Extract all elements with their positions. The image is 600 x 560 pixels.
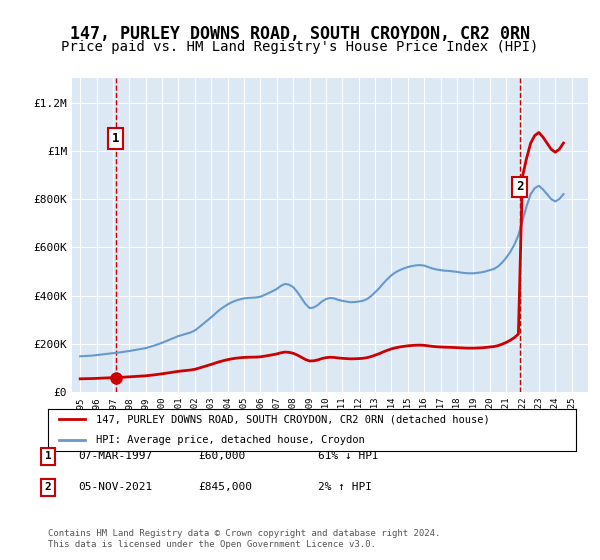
Text: HPI: Average price, detached house, Croydon: HPI: Average price, detached house, Croy… xyxy=(95,435,364,445)
Text: Contains HM Land Registry data © Crown copyright and database right 2024.
This d: Contains HM Land Registry data © Crown c… xyxy=(48,529,440,549)
Text: 1: 1 xyxy=(44,451,52,461)
Text: 07-MAR-1997: 07-MAR-1997 xyxy=(78,451,152,461)
Text: 2: 2 xyxy=(44,482,52,492)
Text: 147, PURLEY DOWNS ROAD, SOUTH CROYDON, CR2 0RN: 147, PURLEY DOWNS ROAD, SOUTH CROYDON, C… xyxy=(70,25,530,43)
Text: £845,000: £845,000 xyxy=(198,482,252,492)
Text: 2: 2 xyxy=(516,180,524,193)
Text: Price paid vs. HM Land Registry's House Price Index (HPI): Price paid vs. HM Land Registry's House … xyxy=(61,40,539,54)
Text: 2% ↑ HPI: 2% ↑ HPI xyxy=(318,482,372,492)
Text: 147, PURLEY DOWNS ROAD, SOUTH CROYDON, CR2 0RN (detached house): 147, PURLEY DOWNS ROAD, SOUTH CROYDON, C… xyxy=(95,414,489,424)
Text: £60,000: £60,000 xyxy=(198,451,245,461)
Text: 61% ↓ HPI: 61% ↓ HPI xyxy=(318,451,379,461)
Text: 1: 1 xyxy=(112,132,119,145)
Text: 05-NOV-2021: 05-NOV-2021 xyxy=(78,482,152,492)
